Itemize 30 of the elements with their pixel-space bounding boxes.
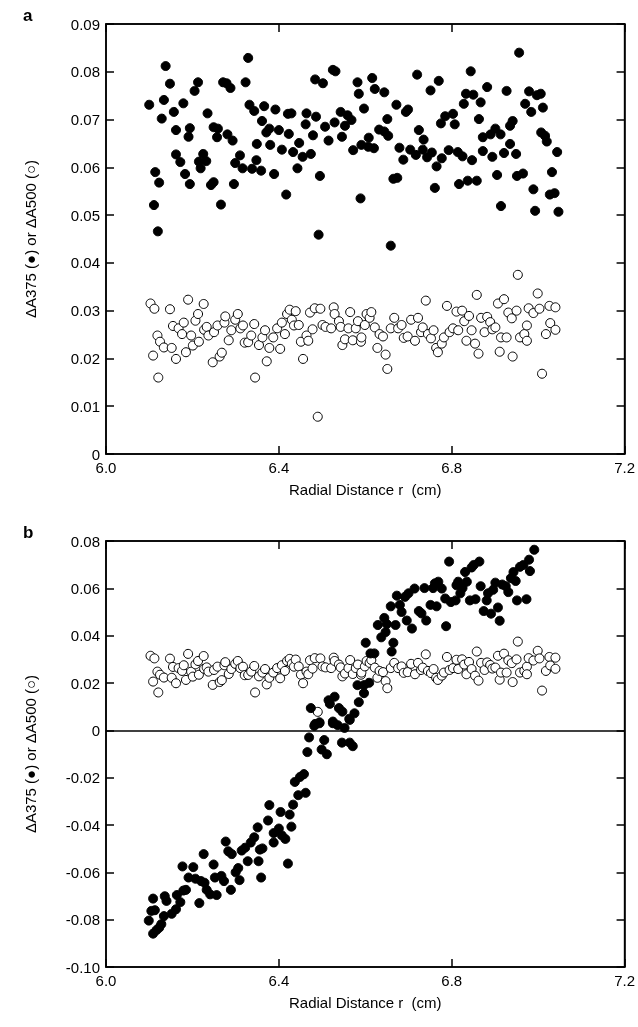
y-tick-label: -0.08 <box>65 911 100 929</box>
y-tick-label: 0.02 <box>70 349 100 367</box>
y-axis-title: ΔA375 (●) or ΔA500 (○) <box>22 159 39 319</box>
chart-title: b <box>23 523 34 542</box>
y-tick-label: 0.04 <box>70 254 100 272</box>
y-tick-label: 0.05 <box>70 206 100 224</box>
x-tick-label: 6.4 <box>268 972 290 989</box>
y-tick-label: 0.01 <box>70 397 100 415</box>
y-tick-label: 0.04 <box>70 627 100 645</box>
y-tick-label: 0 <box>91 721 100 739</box>
x-axis-title: Radial Distance r (cm) <box>289 994 442 1011</box>
chart-title: a <box>23 6 33 25</box>
x-tick-label: 7.2 <box>614 972 635 989</box>
y-tick-label: 0.07 <box>70 111 100 129</box>
x-tick-label: 6.8 <box>441 972 463 989</box>
x-tick-label: 6.4 <box>268 459 290 476</box>
x-tick-label: 7.2 <box>614 459 635 476</box>
y-tick-label: 0.08 <box>70 63 100 81</box>
y-tick-label: -0.02 <box>65 769 100 787</box>
y-axis-title: ΔA375 (●) or ΔA500 (○) <box>22 674 39 834</box>
y-tick-label: 0.06 <box>70 158 100 176</box>
y-tick-label: 0.08 <box>70 532 100 550</box>
y-tick-label: 0.09 <box>70 15 100 33</box>
y-tick-label: 0.03 <box>70 302 100 320</box>
x-axis-title: Radial Distance r (cm) <box>289 481 442 498</box>
y-tick-label: 0.02 <box>70 674 100 692</box>
y-tick-label: -0.06 <box>65 863 100 881</box>
y-tick-label: -0.04 <box>65 816 100 834</box>
x-tick-label: 6.8 <box>441 459 463 476</box>
y-tick-label: 0.06 <box>70 579 100 597</box>
